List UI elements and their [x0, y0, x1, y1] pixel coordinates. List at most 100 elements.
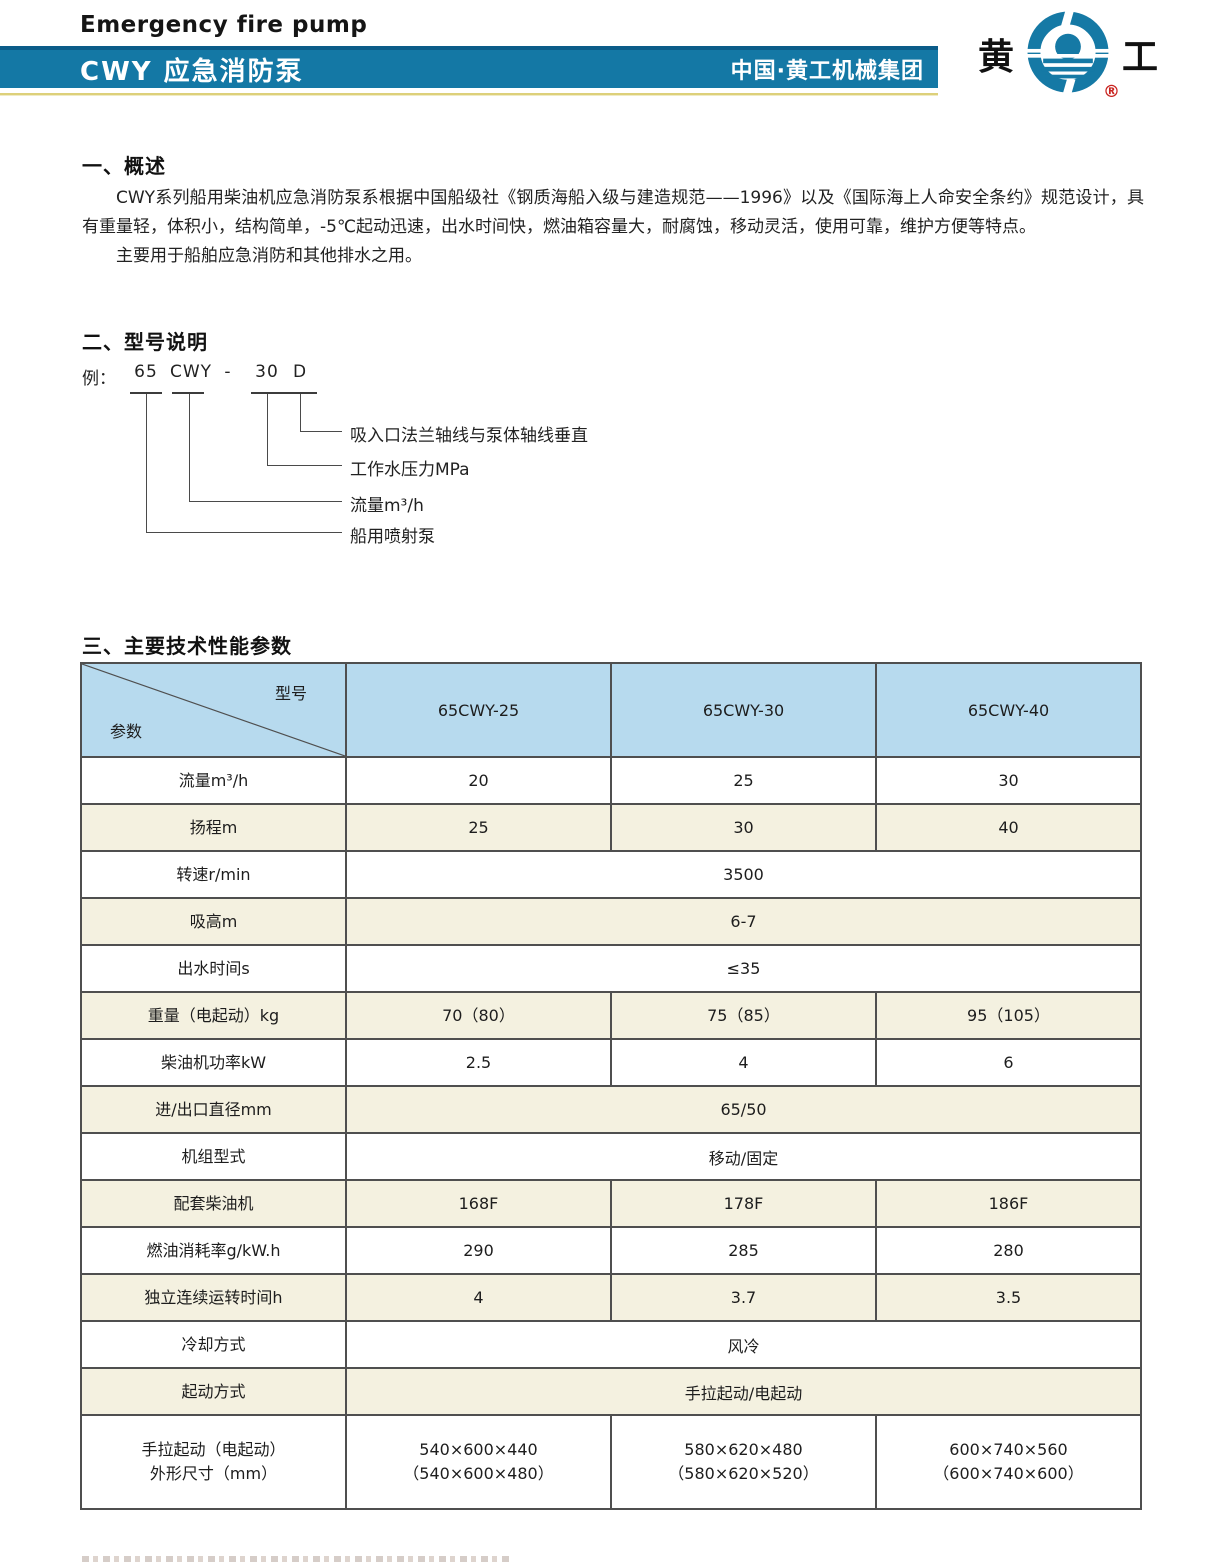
- table-row: 起动方式 手拉起动/电起动: [80, 1367, 1142, 1416]
- row-value: 2.5: [345, 1038, 612, 1087]
- clipped-footnote-text: [82, 1556, 512, 1562]
- product-title-cn: CWY 应急消防泵: [80, 56, 304, 87]
- underline-30: [251, 392, 283, 394]
- row-value-merged: ≤35: [345, 944, 1142, 993]
- section1-heading: 一、概述: [82, 154, 166, 178]
- gold-divider: [0, 93, 938, 96]
- connector-d: [300, 394, 342, 432]
- row-value: 285: [610, 1226, 877, 1275]
- logo-char-left: 黄: [977, 37, 1014, 78]
- row-value: 75（85）: [610, 991, 877, 1040]
- company-logo: 黄 ® 工: [948, 2, 1188, 106]
- overview-text: CWY系列船用柴油机应急消防泵系根据中国船级社《钢质海船入级与建造规范——199…: [82, 184, 1144, 271]
- code-part-dash: -: [224, 362, 232, 382]
- connector-30: [267, 394, 342, 466]
- corner-cell: 型号 参数: [80, 662, 347, 758]
- table-row: 燃油消耗率g/kW.h 290 285 280: [80, 1226, 1142, 1275]
- logo-char-right: 工: [1122, 37, 1159, 78]
- column-header-65cwy-40: 65CWY-40: [875, 662, 1142, 758]
- page-english-title: Emergency fire pump: [80, 12, 368, 38]
- table-row: 冷却方式 风冷: [80, 1320, 1142, 1369]
- row-value: 168F: [345, 1179, 612, 1228]
- row-label: 重量（电起动）kg: [80, 991, 347, 1040]
- row-value-merged: 6-7: [345, 897, 1142, 946]
- row-value: 186F: [875, 1179, 1142, 1228]
- company-name: 中国·黄工机械集团: [730, 59, 924, 84]
- section2-heading: 二、型号说明: [82, 330, 208, 354]
- row-label: 手拉起动（电起动） 外形尺寸（mm）: [80, 1414, 347, 1510]
- row-value: 20: [345, 756, 612, 805]
- overview-paragraph-2: 主要用于船舶应急消防和其他排水之用。: [116, 246, 422, 266]
- row-label: 燃油消耗率g/kW.h: [80, 1226, 347, 1275]
- row-label: 转速r/min: [80, 850, 347, 899]
- row-value-merged: 风冷: [345, 1320, 1142, 1369]
- row-value: 290: [345, 1226, 612, 1275]
- row-value: 540×600×440 （540×600×480）: [345, 1414, 612, 1510]
- underline-65: [130, 392, 162, 394]
- column-header-65cwy-30: 65CWY-30: [610, 662, 877, 758]
- row-value: 4: [345, 1273, 612, 1322]
- row-label: 扬程m: [80, 803, 347, 852]
- row-value: 178F: [610, 1179, 877, 1228]
- row-value: 30: [610, 803, 877, 852]
- table-row: 柴油机功率kW 2.5 4 6: [80, 1038, 1142, 1087]
- example-prefix: 例：: [82, 369, 116, 389]
- row-value: 580×620×480 （580×620×520）: [610, 1414, 877, 1510]
- row-label: 起动方式: [80, 1367, 347, 1416]
- callout-label-30: 工作水压力MPa: [350, 460, 470, 480]
- table-row: 扬程m 25 30 40: [80, 803, 1142, 852]
- row-label: 冷却方式: [80, 1320, 347, 1369]
- logo-emblem-graphic: [1022, 7, 1114, 101]
- underline-cwy: [172, 392, 204, 394]
- row-value: 30: [875, 756, 1142, 805]
- row-value-merged: 手拉起动/电起动: [345, 1367, 1142, 1416]
- connector-cwy: [189, 394, 342, 502]
- row-value: 3.7: [610, 1273, 877, 1322]
- table-row: 流量m³/h 20 25 30: [80, 756, 1142, 805]
- row-label: 机组型式: [80, 1132, 347, 1181]
- table-row: 机组型式 移动/固定: [80, 1132, 1142, 1181]
- row-value: 95（105）: [875, 991, 1142, 1040]
- table-row: 手拉起动（电起动） 外形尺寸（mm） 540×600×440 （540×600×4…: [80, 1414, 1142, 1510]
- overview-paragraph-1: CWY系列船用柴油机应急消防泵系根据中国船级社《钢质海船入级与建造规范——199…: [82, 188, 1144, 237]
- code-part-d: D: [292, 362, 308, 382]
- row-value: 70（80）: [345, 991, 612, 1040]
- model-code-diagram: 例： 65 CWY - 30 D 吸入口法兰轴线与泵体轴线垂直 工作水压力MPa…: [82, 358, 842, 558]
- row-label: 进/出口直径mm: [80, 1085, 347, 1134]
- connector-65: [146, 394, 342, 533]
- corner-label-parameter: 参数: [110, 722, 143, 741]
- row-value: 25: [610, 756, 877, 805]
- code-part-cwy: CWY: [169, 362, 213, 382]
- table-row: 配套柴油机 168F 178F 186F: [80, 1179, 1142, 1228]
- column-header-65cwy-25: 65CWY-25: [345, 662, 612, 758]
- callout-label-cwy: 流量m³/h: [350, 496, 424, 516]
- logo-emblem: ®: [1022, 7, 1120, 102]
- callout-label-65: 船用喷射泵: [350, 527, 435, 547]
- table-row: 转速r/min 3500: [80, 850, 1142, 899]
- row-value: 25: [345, 803, 612, 852]
- row-value: 3.5: [875, 1273, 1142, 1322]
- corner-label-model: 型号: [274, 684, 307, 703]
- row-label: 流量m³/h: [80, 756, 347, 805]
- row-value: 40: [875, 803, 1142, 852]
- row-value: 280: [875, 1226, 1142, 1275]
- table-row: 进/出口直径mm 65/50: [80, 1085, 1142, 1134]
- row-value-merged: 3500: [345, 850, 1142, 899]
- row-value-merged: 65/50: [345, 1085, 1142, 1134]
- spec-table-header-row: 型号 参数 65CWY-25 65CWY-30 65CWY-40: [80, 662, 1142, 758]
- section3-heading: 三、主要技术性能参数: [82, 634, 292, 658]
- table-row: 重量（电起动）kg 70（80） 75（85） 95（105）: [80, 991, 1142, 1040]
- callout-label-d: 吸入口法兰轴线与泵体轴线垂直: [350, 426, 588, 446]
- code-part-65: 65: [134, 362, 158, 382]
- row-value: 6: [875, 1038, 1142, 1087]
- row-label: 出水时间s: [80, 944, 347, 993]
- table-row: 独立连续运转时间h 4 3.7 3.5: [80, 1273, 1142, 1322]
- row-label: 配套柴油机: [80, 1179, 347, 1228]
- row-value: 600×740×560 （600×740×600）: [875, 1414, 1142, 1510]
- code-part-30: 30: [255, 362, 279, 382]
- row-label: 吸高m: [80, 897, 347, 946]
- table-row: 吸高m 6-7: [80, 897, 1142, 946]
- row-value: 4: [610, 1038, 877, 1087]
- row-label: 柴油机功率kW: [80, 1038, 347, 1087]
